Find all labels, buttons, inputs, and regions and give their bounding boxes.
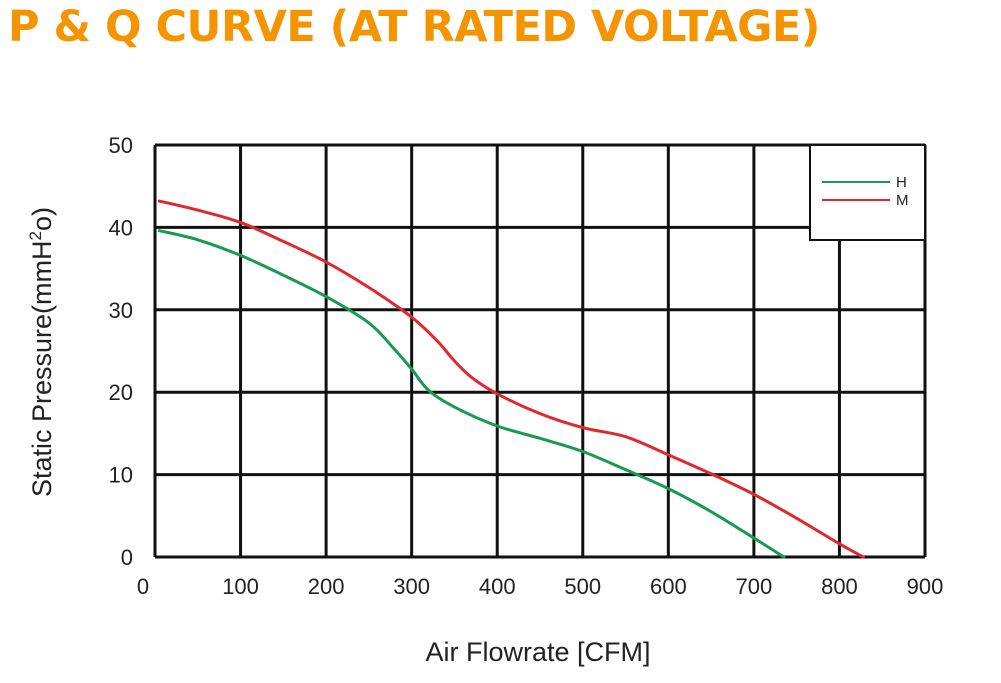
x-tick-label: 0 (137, 574, 149, 599)
legend-box (809, 144, 926, 241)
x-tick-label: 700 (736, 574, 773, 599)
y-tick-label: 20 (109, 380, 133, 405)
x-tick-label: 500 (564, 574, 601, 599)
x-tick-label: 600 (650, 574, 687, 599)
x-tick-labels: 0 100 200 300 400 500 600 700 800 900 (137, 574, 943, 599)
y-tick-label: 40 (109, 215, 133, 240)
y-tick-labels: 0 10 20 30 40 50 (109, 133, 133, 570)
legend: HM (809, 144, 926, 241)
x-tick-label: 300 (393, 574, 430, 599)
x-tick-label: 100 (222, 574, 259, 599)
y-tick-label: 10 (109, 463, 133, 488)
series-line-m (157, 199, 865, 559)
series-lines (157, 199, 865, 559)
chart-title: P & Q CURVE (AT RATED VOLTAGE) (8, 2, 820, 52)
y-axis-label-end: o) (27, 207, 57, 231)
y-tick-label: 50 (109, 133, 133, 158)
x-tick-label: 800 (821, 574, 858, 599)
y-tick-label: 30 (109, 298, 133, 323)
y-axis-label: Static Pressure(mmH2o) (26, 207, 57, 497)
x-tick-label: 200 (308, 574, 345, 599)
x-tick-label: 900 (907, 574, 944, 599)
series-line-h (157, 229, 786, 559)
x-axis-label: Air Flowrate [CFM] (425, 637, 650, 667)
legend-label-h: H (896, 174, 907, 191)
legend-label-m: M (896, 192, 909, 209)
y-axis-label-sup: 2 (26, 231, 45, 240)
y-tick-label: 0 (121, 545, 133, 570)
x-tick-label: 400 (479, 574, 516, 599)
y-axis-label-main: Static Pressure(mmH (27, 240, 57, 497)
